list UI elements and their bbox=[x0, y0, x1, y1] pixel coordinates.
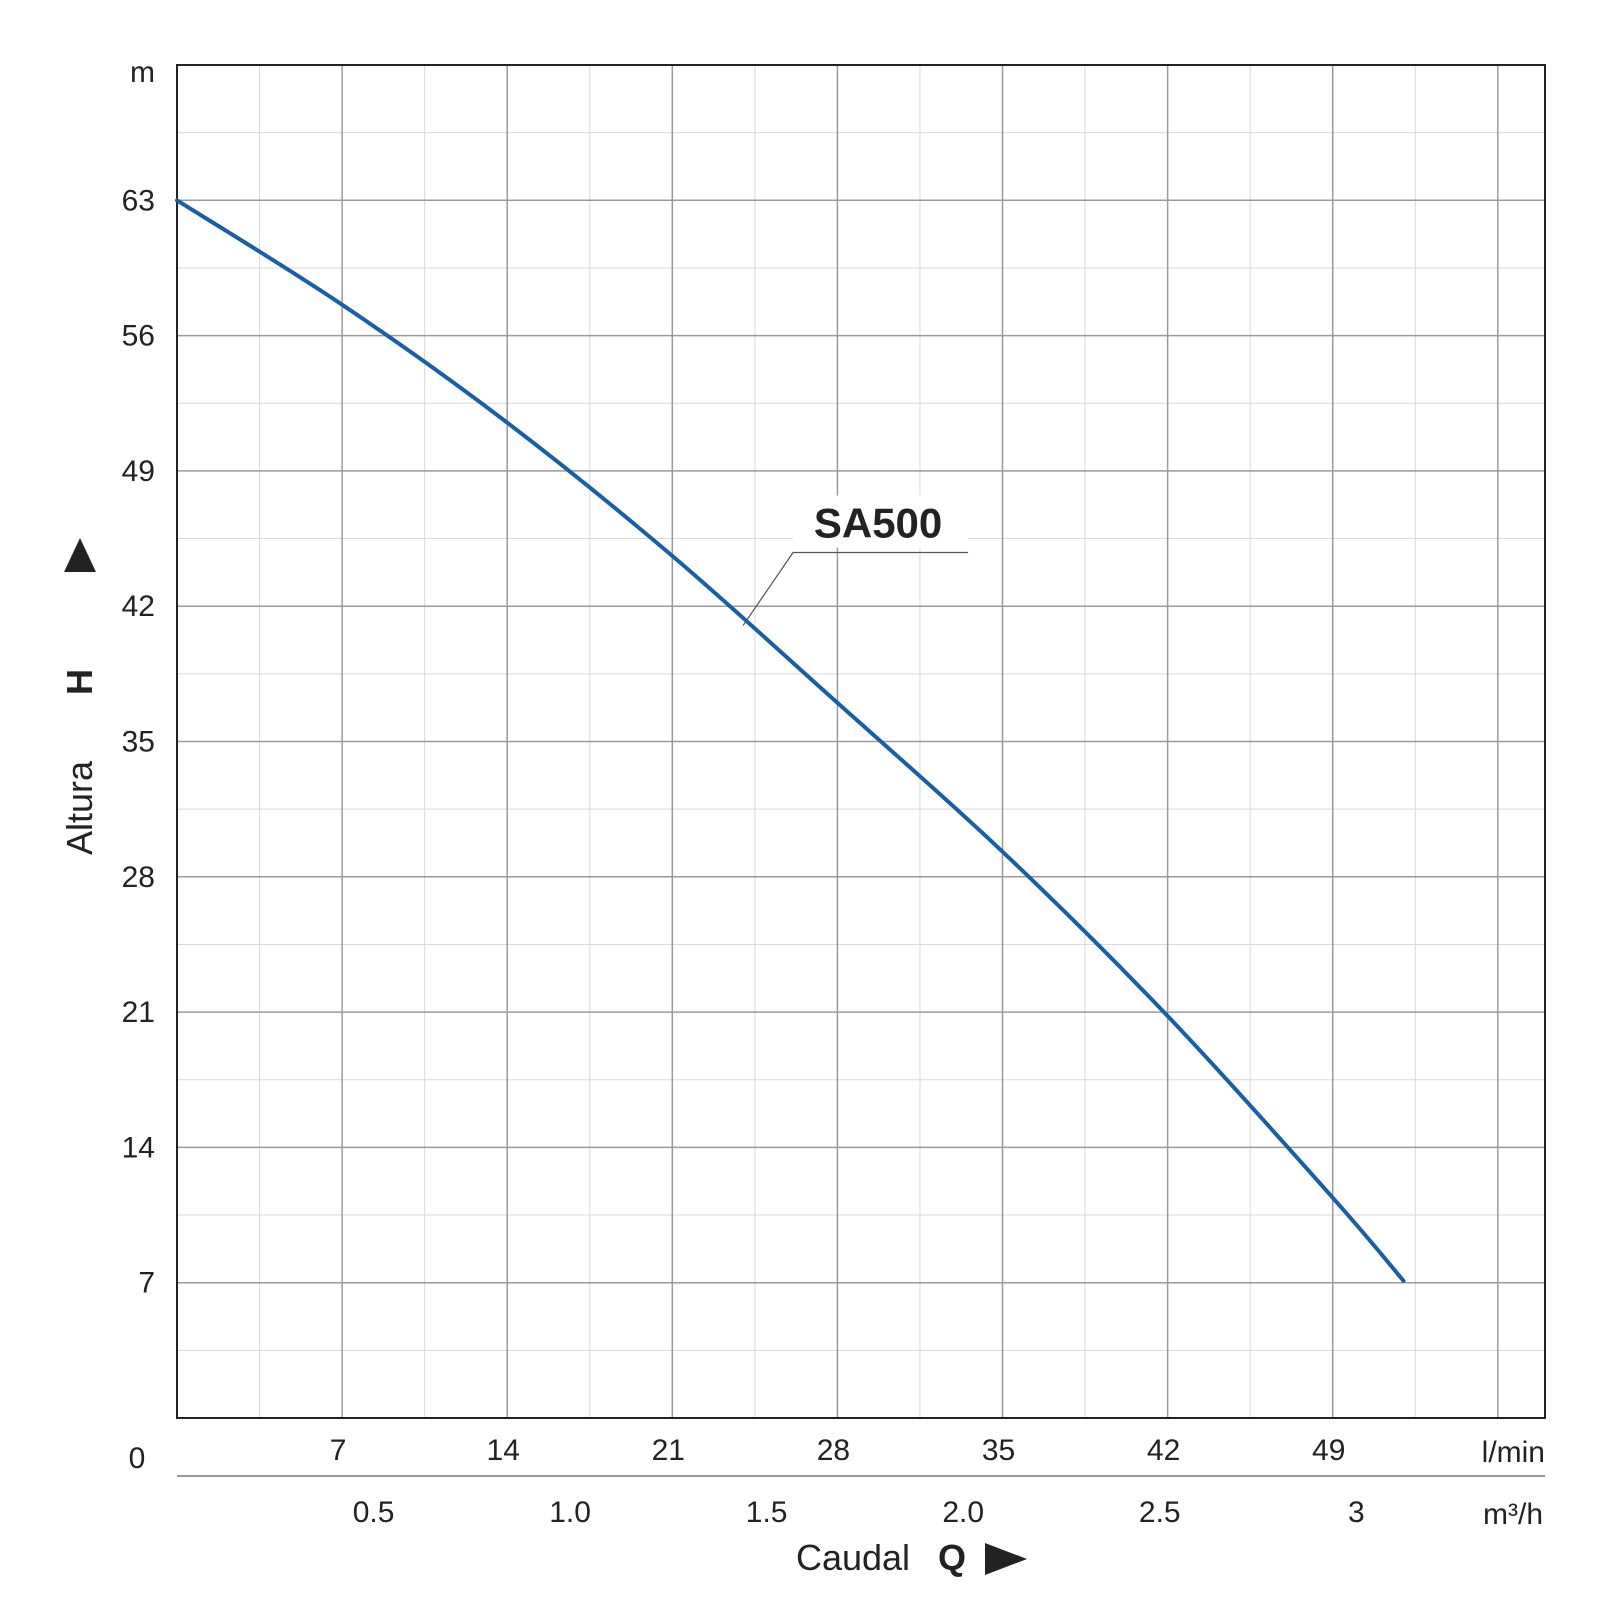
y-axis-symbol: H bbox=[59, 669, 100, 695]
x-tick-labels: 7 14 21 28 35 42 49 bbox=[330, 1434, 1346, 1467]
series-label: SA500 bbox=[814, 500, 942, 547]
major-gridlines bbox=[177, 65, 1545, 1418]
y-tick-label: 35 bbox=[122, 726, 155, 759]
y-tick-label: 42 bbox=[122, 590, 155, 623]
y-tick-label: 21 bbox=[122, 996, 155, 1029]
x-secondary-tick-label: 1.5 bbox=[746, 1496, 788, 1529]
x-secondary-tick-label: 1.0 bbox=[549, 1496, 591, 1529]
x-origin-label: 0 bbox=[129, 1442, 146, 1475]
x-secondary-tick-label: 3 bbox=[1348, 1496, 1365, 1529]
series-label-background bbox=[793, 495, 969, 548]
x-secondary-tick-labels: 0.5 1.0 1.5 2.0 2.5 3 bbox=[353, 1496, 1365, 1529]
x-secondary-tick-label: 2.5 bbox=[1139, 1496, 1181, 1529]
x-tick-label: 42 bbox=[1147, 1434, 1180, 1467]
y-tick-labels: 7 14 21 28 35 42 49 56 63 bbox=[122, 184, 155, 1299]
series-layer bbox=[175, 198, 1406, 1283]
x-tick-label: 28 bbox=[817, 1434, 850, 1467]
x-tick-label: 35 bbox=[982, 1434, 1015, 1467]
plot-frame bbox=[176, 64, 1546, 1419]
y-unit-label: m bbox=[130, 56, 155, 89]
x-unit-label: l/min bbox=[1482, 1436, 1545, 1469]
y-tick-label: 14 bbox=[122, 1131, 155, 1164]
series-label-leader bbox=[742, 551, 969, 626]
y-tick-label: 63 bbox=[122, 184, 155, 217]
x-tick-label: 21 bbox=[652, 1434, 685, 1467]
y-axis-title: Altura bbox=[59, 760, 100, 855]
x-tick-label: 49 bbox=[1312, 1434, 1345, 1467]
series-line-sa500 bbox=[175, 198, 1406, 1283]
y-tick-label: 7 bbox=[138, 1267, 155, 1300]
y-axis-title-group: Altura H bbox=[59, 669, 100, 855]
x-axis-arrow-icon bbox=[985, 1543, 1027, 1575]
x-secondary-tick-label: 0.5 bbox=[353, 1496, 395, 1529]
y-tick-label: 56 bbox=[122, 320, 155, 353]
y-tick-label: 49 bbox=[122, 455, 155, 488]
minor-gridlines bbox=[177, 65, 1545, 1418]
x-axis-symbol: Q bbox=[938, 1537, 966, 1578]
x-secondary-unit-label: m³/h bbox=[1483, 1498, 1543, 1531]
x-secondary-tick-label: 2.0 bbox=[942, 1496, 984, 1529]
y-tick-label: 28 bbox=[122, 861, 155, 894]
series-labels: SA500 bbox=[742, 495, 969, 626]
x-axis-title: Caudal bbox=[796, 1537, 910, 1578]
x-tick-label: 14 bbox=[487, 1434, 520, 1467]
y-axis-arrow-icon bbox=[64, 538, 96, 572]
x-tick-label: 7 bbox=[330, 1434, 347, 1467]
